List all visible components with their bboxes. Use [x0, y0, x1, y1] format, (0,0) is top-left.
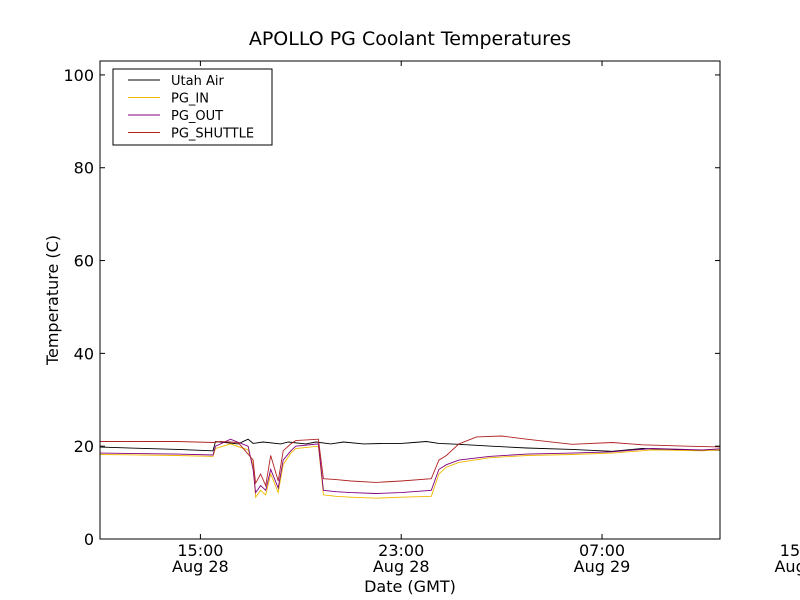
plot-frame: [99, 60, 721, 540]
chart-title: APOLLO PG Coolant Temperatures: [249, 28, 571, 50]
legend-label: PG_OUT: [171, 109, 223, 124]
legend-label: PG_IN: [171, 92, 209, 107]
series-line-pg-in: [100, 443, 720, 499]
x-tick-label-time: 07:00: [579, 541, 625, 560]
x-tick-label-time: 15:00: [780, 541, 800, 560]
y-axis: 0 20 40 60 80 100: [63, 66, 720, 549]
y-axis-label: Temperature (C): [43, 235, 62, 366]
legend-items: Utah Air PG_IN PG_OUT PG_SHUTTLE: [128, 74, 254, 142]
y-tick-label: 100: [63, 66, 94, 85]
x-tick-label-date: Aug 29: [574, 557, 631, 576]
legend: Utah Air PG_IN PG_OUT PG_SHUTTLE: [112, 68, 273, 146]
series-line-pg-shuttle: [100, 435, 720, 488]
y-tick-label: 20: [74, 437, 94, 456]
x-axis-label: Date (GMT): [364, 577, 456, 596]
x-tick-label-time: 15:00: [177, 541, 223, 560]
legend-label: Utah Air: [171, 74, 224, 89]
y-tick-label: 40: [74, 344, 94, 363]
x-tick-label-date: Aug 29: [774, 557, 800, 576]
x-tick-label-time: 23:00: [378, 541, 424, 560]
y-tick-label: 80: [74, 159, 94, 178]
series-layer: [100, 435, 720, 499]
legend-label: PG_SHUTTLE: [171, 127, 254, 142]
series-line-pg-out: [100, 438, 720, 494]
y-tick-label: 0: [84, 530, 94, 549]
x-tick-label-date: Aug 28: [172, 557, 229, 576]
y-tick-label: 60: [74, 252, 94, 271]
x-tick-label-date: Aug 28: [373, 557, 430, 576]
